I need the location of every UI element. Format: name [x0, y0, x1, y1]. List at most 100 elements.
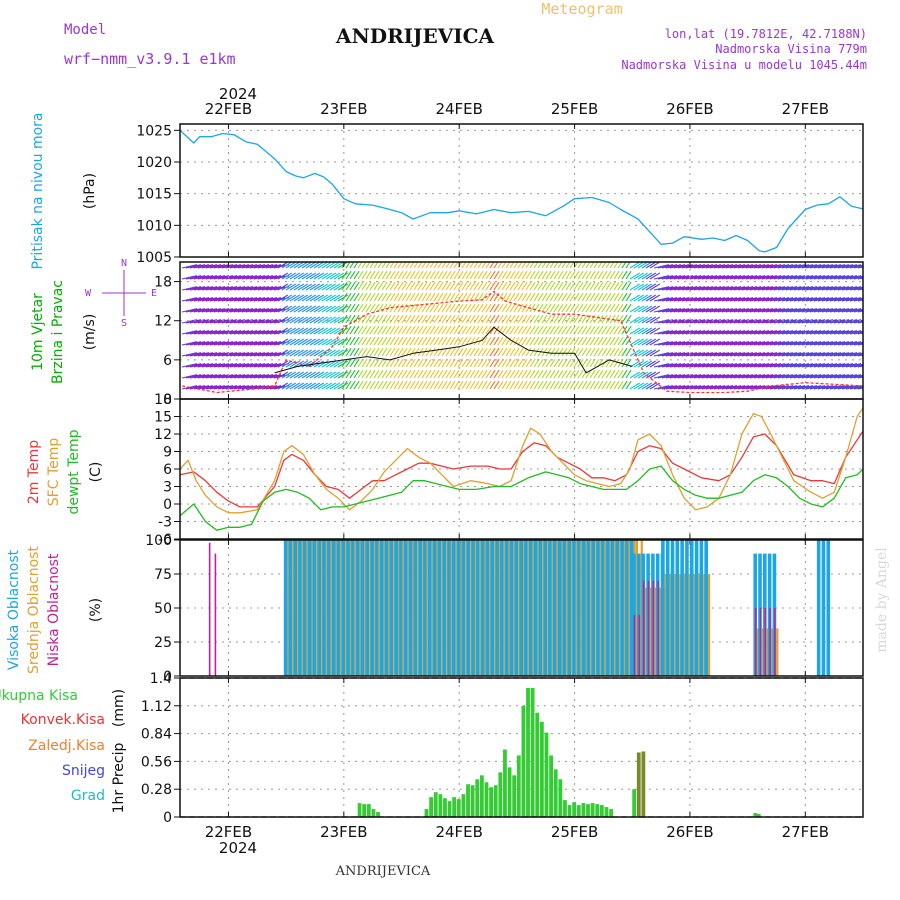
wind-barb	[317, 327, 329, 335]
wind-barb	[221, 374, 238, 379]
wind-barb	[213, 308, 230, 313]
wind-barb	[661, 330, 678, 335]
wind-barb	[201, 363, 218, 368]
cloud-bar-mid	[306, 540, 309, 676]
wind-barb	[761, 286, 778, 291]
wind-barb	[193, 341, 210, 346]
wind-barb	[617, 347, 624, 357]
wind-barb	[401, 325, 408, 335]
wind-barb	[377, 325, 384, 335]
wind-barb	[593, 325, 600, 335]
cloud-bar-mid	[645, 587, 648, 676]
wind-barb	[301, 283, 313, 291]
cloud-bar-high	[360, 540, 365, 676]
wind-barb	[297, 294, 309, 302]
wind-barb	[329, 294, 341, 302]
cloud-bar-high	[466, 540, 471, 676]
cloud-bar-low	[208, 542, 211, 676]
wind-barb	[765, 275, 782, 280]
wind-barb	[345, 303, 352, 313]
wind-barb	[813, 286, 830, 291]
wind-barb	[649, 338, 661, 346]
wind-barb	[625, 380, 632, 390]
cloud-bar-high	[452, 540, 456, 676]
wind-barb	[801, 286, 818, 291]
wind-barb	[285, 349, 297, 357]
wind-barb	[305, 294, 317, 302]
cloud-bar-mid	[388, 540, 391, 676]
wind-barb	[841, 363, 858, 368]
wind-barb	[541, 325, 548, 335]
wind-barb	[861, 355, 863, 357]
wind-barb	[209, 308, 226, 313]
wind-barb	[369, 369, 376, 379]
wind-barb	[633, 262, 645, 269]
wind-barb	[637, 294, 649, 302]
wind-barb	[829, 275, 846, 280]
cloud-bar-high	[303, 540, 307, 676]
wind-barb	[477, 270, 484, 280]
wind-barb	[825, 330, 842, 335]
wind-barb	[405, 369, 412, 379]
wind-barb	[277, 382, 289, 390]
wind-barb	[769, 352, 786, 357]
wind-barb	[265, 363, 282, 368]
wind-barb	[685, 385, 702, 390]
wind-barb	[805, 297, 822, 302]
wind-barb	[573, 369, 580, 379]
wind-barb	[597, 336, 604, 346]
wind-barb	[753, 286, 770, 291]
wind-barb	[673, 286, 690, 291]
wind-barb	[701, 341, 718, 346]
cloud-bar-high	[490, 540, 495, 676]
wind-barb	[593, 281, 600, 291]
wind-barb	[605, 303, 612, 313]
wind-barb	[701, 264, 718, 269]
wind-barb	[285, 262, 297, 269]
wind-barb	[257, 297, 274, 302]
wind-barb	[197, 352, 214, 357]
cloud-bar-high	[514, 540, 519, 676]
wind-barb	[417, 325, 424, 335]
wind-barb	[781, 319, 798, 324]
wind-barb	[257, 275, 274, 280]
wind-barb	[605, 369, 612, 379]
wind-barb	[629, 262, 641, 269]
wind-barb	[209, 275, 226, 280]
wind-barb	[213, 352, 230, 357]
wind-barb	[681, 385, 698, 390]
wind-barb	[617, 303, 624, 313]
cloud-bar-high	[699, 540, 704, 676]
wind-barb	[577, 303, 584, 313]
wind-barb	[689, 363, 706, 368]
wind-barb	[289, 360, 301, 368]
cloud-bar-mid	[393, 540, 396, 676]
wind-barb	[701, 374, 718, 379]
wind-barb	[317, 272, 329, 280]
wind-barb	[853, 320, 863, 324]
wind-barb	[613, 303, 620, 313]
wind-barb	[397, 281, 404, 291]
top-tick-26FEB: 26FEB	[666, 100, 713, 118]
wind-barb	[285, 294, 297, 302]
model-label: Model	[64, 22, 106, 38]
wind-barb	[373, 325, 380, 335]
wind-barb	[293, 262, 305, 269]
wind-barb	[305, 283, 317, 291]
wind-barb	[305, 349, 317, 357]
wind-barb	[769, 374, 786, 379]
wind-barb	[589, 292, 596, 302]
wind-barb	[717, 275, 734, 280]
wind-barb	[553, 314, 560, 324]
wind-barb	[405, 281, 412, 291]
wind-barb	[857, 354, 863, 357]
wind-barb	[341, 262, 347, 269]
wind-barb	[597, 270, 604, 280]
wind-barb	[321, 272, 333, 280]
wind-barb	[209, 264, 226, 269]
wind-barb	[521, 336, 528, 346]
wind-barb	[509, 358, 516, 368]
wind-barb	[629, 272, 641, 280]
wind-barb	[277, 272, 289, 280]
wind-barb	[345, 336, 352, 346]
